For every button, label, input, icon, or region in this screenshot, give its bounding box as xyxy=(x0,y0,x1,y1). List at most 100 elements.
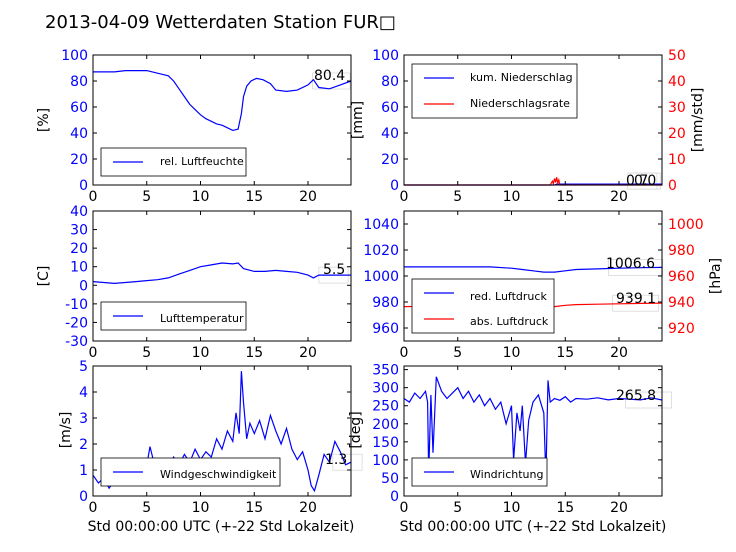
pressure-annotation-2: 939.1 xyxy=(616,291,656,307)
windspeed-ytick-label: 5 xyxy=(79,359,88,375)
precip-legend-label-2: Niederschlagsrate xyxy=(470,97,570,110)
winddirection-annotation-box-0 xyxy=(625,391,672,409)
precipitation-xtick-label: 15 xyxy=(556,189,574,205)
pressure-xtick-label: 0 xyxy=(400,345,409,361)
pressure-ytick-label: 960 xyxy=(372,321,399,337)
pressure-xtick-label: 20 xyxy=(610,345,628,361)
humidity-ytick-label: 80 xyxy=(70,74,88,90)
humidity-xtick-label: 10 xyxy=(192,189,210,205)
temperature-ytick-label: 40 xyxy=(70,204,88,220)
humidity-ytick-label: 20 xyxy=(70,152,88,168)
pressure-series-line-0 xyxy=(404,266,663,273)
temperature-xtick-label: 10 xyxy=(192,345,210,361)
pressure-y2tick-label: 920 xyxy=(668,321,695,337)
windspeed-xtick-label: 15 xyxy=(245,500,263,516)
pressure-panel: 0 5 10 15 20 960 980 1000 1020 1040 920 940 960 980 10… xyxy=(363,210,724,361)
precip-ylabel: [mm] xyxy=(350,101,366,139)
winddirection-xtick-label: 0 xyxy=(400,500,409,516)
winddirection-ytick-label: 0 xyxy=(390,489,399,505)
precipitation-panel: 0 5 10 15 20 0 20 40 60 80 100 0 10 20 30 40 50 [mm] [mm/s… xyxy=(350,48,706,205)
pressure-xtick-label: 5 xyxy=(453,345,462,361)
precipitation-xtick-label: 10 xyxy=(503,189,521,205)
humidity-legend-label: rel. Luftfeuchte xyxy=(160,155,244,168)
windspeed-xlabel: Std 00:00:00 UTC (+-22 Std Lokalzeit) xyxy=(88,519,355,535)
temperature-ytick-label: 20 xyxy=(70,241,88,257)
temperature-annotation: 5.5 xyxy=(323,262,345,278)
pressure-y2tick-label: 980 xyxy=(668,243,695,259)
windspeed-ytick-label: 2 xyxy=(79,437,88,453)
precipitation-ytick-label: 0 xyxy=(390,178,399,194)
precipitation-legend-box xyxy=(411,63,578,119)
windspeed-ytick-label: 1 xyxy=(79,463,88,479)
precipitation-y2tick-label: 30 xyxy=(668,100,686,116)
winddirection-xlabel: Std 00:00:00 UTC (+-22 Std Lokalzeit) xyxy=(400,519,667,535)
winddirection-axes-frame xyxy=(403,365,663,497)
pressure-y2tick-label: 960 xyxy=(668,269,695,285)
humidity-xtick-label: 5 xyxy=(142,189,151,205)
precipitation-ytick-label: 40 xyxy=(381,126,399,142)
humidity-annotation: 80.4 xyxy=(314,68,345,84)
pressure-xtick-label: 15 xyxy=(556,345,574,361)
temperature-axes-frame xyxy=(92,210,352,342)
humidity-ytick-label: 60 xyxy=(70,100,88,116)
windspeed-panel: 0 5 10 15 20 0 1 2 3 4 5 [m/s] Windgeschwindigkeit 1.… xyxy=(58,359,363,535)
humidity-xtick-label: 15 xyxy=(245,189,263,205)
precipitation-y2tick-label: 50 xyxy=(668,48,686,64)
temperature-ytick-label: 0 xyxy=(79,278,88,294)
temperature-legend-label: Lufttemperatur xyxy=(160,312,244,325)
temperature-xtick-label: 15 xyxy=(245,345,263,361)
temperature-ytick-label: 10 xyxy=(70,260,88,276)
winddirection-xtick-label: 10 xyxy=(503,500,521,516)
precipitation-y2tick-label: 20 xyxy=(668,126,686,142)
pressure-annotation-1: 1006.6 xyxy=(606,256,655,272)
winddirection-ytick-label: 50 xyxy=(381,471,399,487)
temperature-ytick-label: -20 xyxy=(65,315,88,331)
precipitation-ytick-label: 80 xyxy=(381,74,399,90)
precipitation-ytick-label: 60 xyxy=(381,100,399,116)
winddirection-ytick-label: 300 xyxy=(372,381,399,397)
pressure-ytick-label: 1020 xyxy=(363,243,399,259)
pressure-ytick-label: 980 xyxy=(372,295,399,311)
humidity-series-line-0 xyxy=(93,69,352,132)
humidity-axes-frame xyxy=(92,54,352,186)
humidity-ytick-label: 0 xyxy=(79,178,88,194)
precipitation-xtick-label: 5 xyxy=(453,189,462,205)
precipitation-axes-frame xyxy=(403,54,663,186)
humidity-ylabel: [%] xyxy=(36,108,52,132)
temperature-ylabel: [C] xyxy=(36,266,52,287)
windspeed-annotation: 1.3 xyxy=(325,452,347,468)
windspeed-xtick-label: 0 xyxy=(89,500,98,516)
precipitation-series-line-1 xyxy=(404,177,662,186)
figure-title: 2013-04-09 Wetterdaten Station FUR□ xyxy=(45,12,396,33)
windspeed-ytick-label: 4 xyxy=(79,385,88,401)
pressure-y2tick-label: 940 xyxy=(668,295,695,311)
humidity-panel: 0 5 10 15 20 0 20 40 60 80 100 [%] rel. Luftfeuchte 8… xyxy=(36,48,352,205)
winddirection-ytick-label: 250 xyxy=(372,399,399,415)
temperature-xtick-label: 5 xyxy=(142,345,151,361)
temperature-ytick-label: 30 xyxy=(70,223,88,239)
windspeed-xtick-label: 5 xyxy=(142,500,151,516)
winddirection-ytick-label: 150 xyxy=(372,435,399,451)
precip-legend-label-1: kum. Niederschlag xyxy=(470,71,573,84)
winddirection-legend-label: Windrichtung xyxy=(470,468,543,481)
precip-annotation-1: 0.7 xyxy=(626,173,648,189)
temperature-series-line-0 xyxy=(92,262,351,285)
humidity-ytick-label: 100 xyxy=(61,48,88,64)
precipitation-ytick-label: 100 xyxy=(372,48,399,64)
temperature-xtick-label: 0 xyxy=(89,345,98,361)
precipitation-y2tick-label: 0 xyxy=(668,178,677,194)
precipitation-y2tick-label: 10 xyxy=(668,152,686,168)
humidity-ytick-label: 40 xyxy=(70,126,88,142)
windspeed-xtick-label: 20 xyxy=(299,500,317,516)
winddirection-ytick-label: 350 xyxy=(372,363,399,379)
pressure-ytick-label: 1000 xyxy=(363,269,399,285)
winddirection-xtick-label: 15 xyxy=(556,500,574,516)
winddirection-xtick-label: 20 xyxy=(610,500,628,516)
precipitation-ytick-label: 20 xyxy=(381,152,399,168)
winddirection-annotation: 265.8 xyxy=(616,388,656,404)
precipitation-xtick-label: 20 xyxy=(610,189,628,205)
winddirection-xtick-label: 5 xyxy=(453,500,462,516)
precipitation-y2tick-label: 40 xyxy=(668,74,686,90)
windspeed-ytick-label: 0 xyxy=(79,489,88,505)
